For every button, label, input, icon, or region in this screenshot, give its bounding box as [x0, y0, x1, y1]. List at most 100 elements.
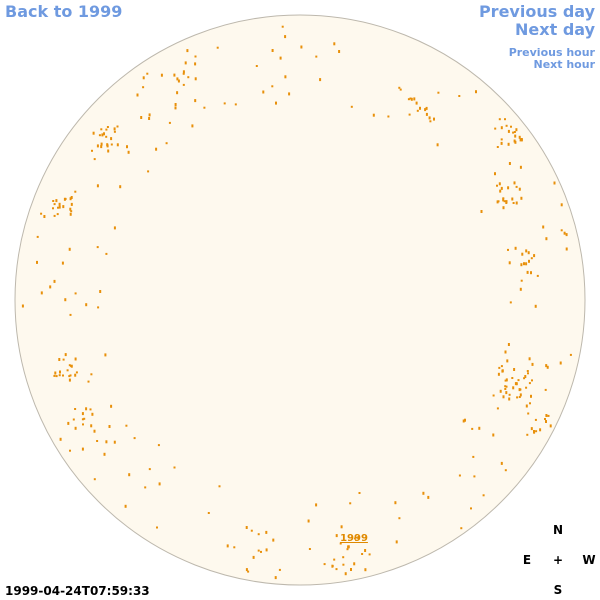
- sunspot: [300, 45, 303, 49]
- sunspot: [499, 189, 502, 193]
- previous-day-link[interactable]: Previous day: [479, 2, 596, 21]
- sunspot: [399, 88, 402, 91]
- sunspot: [508, 397, 511, 401]
- sunspot: [57, 206, 59, 209]
- sunspot: [59, 437, 62, 441]
- sunspot: [505, 201, 508, 204]
- sunspot: [90, 373, 93, 376]
- solar-disk: [14, 14, 586, 586]
- sunspot: [498, 182, 501, 186]
- sunspot: [203, 106, 206, 109]
- sunspot: [545, 414, 548, 417]
- sunspot: [518, 135, 521, 139]
- sunspot: [504, 388, 507, 390]
- sunspot: [93, 158, 96, 161]
- sunspot: [525, 386, 528, 389]
- compass-east: E: [523, 553, 531, 567]
- sunspot: [105, 252, 108, 255]
- sunspot: [315, 55, 318, 58]
- sunspot: [103, 132, 105, 136]
- sunspot: [250, 529, 253, 532]
- sunspot: [284, 35, 287, 39]
- sunspot: [271, 49, 274, 52]
- sunspot: [517, 379, 520, 382]
- sunspot: [223, 102, 226, 105]
- sunspot: [531, 379, 533, 382]
- sunspot: [74, 357, 77, 361]
- sunspot: [460, 527, 463, 530]
- sunspot: [68, 364, 71, 367]
- sunspot: [54, 371, 57, 375]
- sunspot: [110, 143, 113, 146]
- sunspot: [194, 62, 197, 66]
- sunspot: [398, 86, 401, 89]
- sunspot: [506, 359, 509, 363]
- sunspot: [74, 373, 77, 377]
- sunspot: [70, 196, 73, 199]
- sunspot: [364, 568, 367, 572]
- sunspot: [342, 563, 345, 566]
- sunspot: [513, 181, 516, 185]
- sunspot: [518, 388, 521, 392]
- next-hour-link[interactable]: Next hour: [534, 58, 596, 71]
- sunspot: [127, 150, 130, 154]
- previous-hour-link[interactable]: Previous hour: [509, 46, 596, 59]
- disk-year-link[interactable]: 1999: [340, 533, 368, 544]
- sunspot: [534, 304, 537, 308]
- sunspot: [281, 25, 284, 28]
- sunspot: [504, 350, 507, 354]
- sunspot: [511, 197, 514, 201]
- sunspot: [525, 404, 528, 408]
- sunspot: [89, 408, 92, 411]
- sunspot: [271, 85, 274, 88]
- sunspot: [526, 370, 529, 372]
- sunspot: [413, 97, 416, 101]
- sunspot: [503, 200, 506, 203]
- sunspot: [64, 298, 67, 302]
- sunspot: [500, 365, 503, 368]
- sunspot: [91, 412, 94, 416]
- sunspot: [346, 548, 349, 551]
- sunspot: [340, 525, 343, 529]
- sunspot: [364, 549, 367, 552]
- sunspot: [499, 389, 502, 393]
- sunspot: [344, 572, 347, 576]
- sunspot: [504, 469, 507, 472]
- sunspot: [55, 375, 58, 378]
- sunspot: [74, 190, 77, 193]
- sunspot: [194, 99, 197, 103]
- sunspot: [560, 229, 563, 232]
- sunspot: [105, 440, 108, 444]
- sunspot: [174, 103, 177, 106]
- sunspot: [496, 407, 499, 410]
- sunspot: [58, 205, 61, 209]
- sunspot: [265, 548, 268, 552]
- sunspot: [68, 378, 71, 382]
- sunspot: [288, 92, 291, 96]
- sunspot: [279, 56, 282, 60]
- sunspot: [105, 135, 108, 138]
- sunspot: [133, 437, 136, 440]
- sunspot: [262, 90, 265, 94]
- sunspot: [75, 371, 78, 374]
- next-day-link[interactable]: Next day: [515, 20, 596, 39]
- sunspot: [99, 290, 102, 293]
- sunspot: [507, 343, 510, 346]
- sunspot: [69, 374, 72, 377]
- sunspot: [409, 97, 412, 100]
- back-link[interactable]: Back to 1999: [5, 2, 122, 21]
- sunspot: [523, 377, 526, 380]
- sunspot: [478, 426, 481, 430]
- sunspot: [62, 374, 64, 377]
- sunspot: [353, 537, 356, 540]
- sunspot: [98, 134, 101, 137]
- sunspot: [63, 197, 66, 201]
- sunspot: [500, 141, 503, 145]
- sunspot: [569, 353, 572, 356]
- sunspot: [103, 452, 106, 456]
- sunspot: [342, 556, 345, 559]
- sunspot: [70, 202, 73, 206]
- sunspot: [66, 369, 69, 372]
- sunspot: [53, 374, 56, 377]
- sunspot: [58, 202, 61, 206]
